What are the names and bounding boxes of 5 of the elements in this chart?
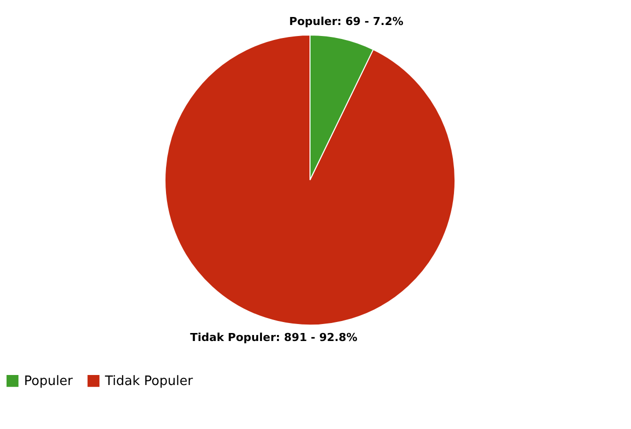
data-label: Populer: 69 - 7.2%	[289, 15, 404, 28]
legend-label: Populer	[24, 374, 74, 389]
pie-slice	[164, 34, 456, 326]
legend-label: Tidak Populer	[104, 374, 194, 389]
data-label: Tidak Populer: 891 - 92.8%	[190, 330, 358, 344]
